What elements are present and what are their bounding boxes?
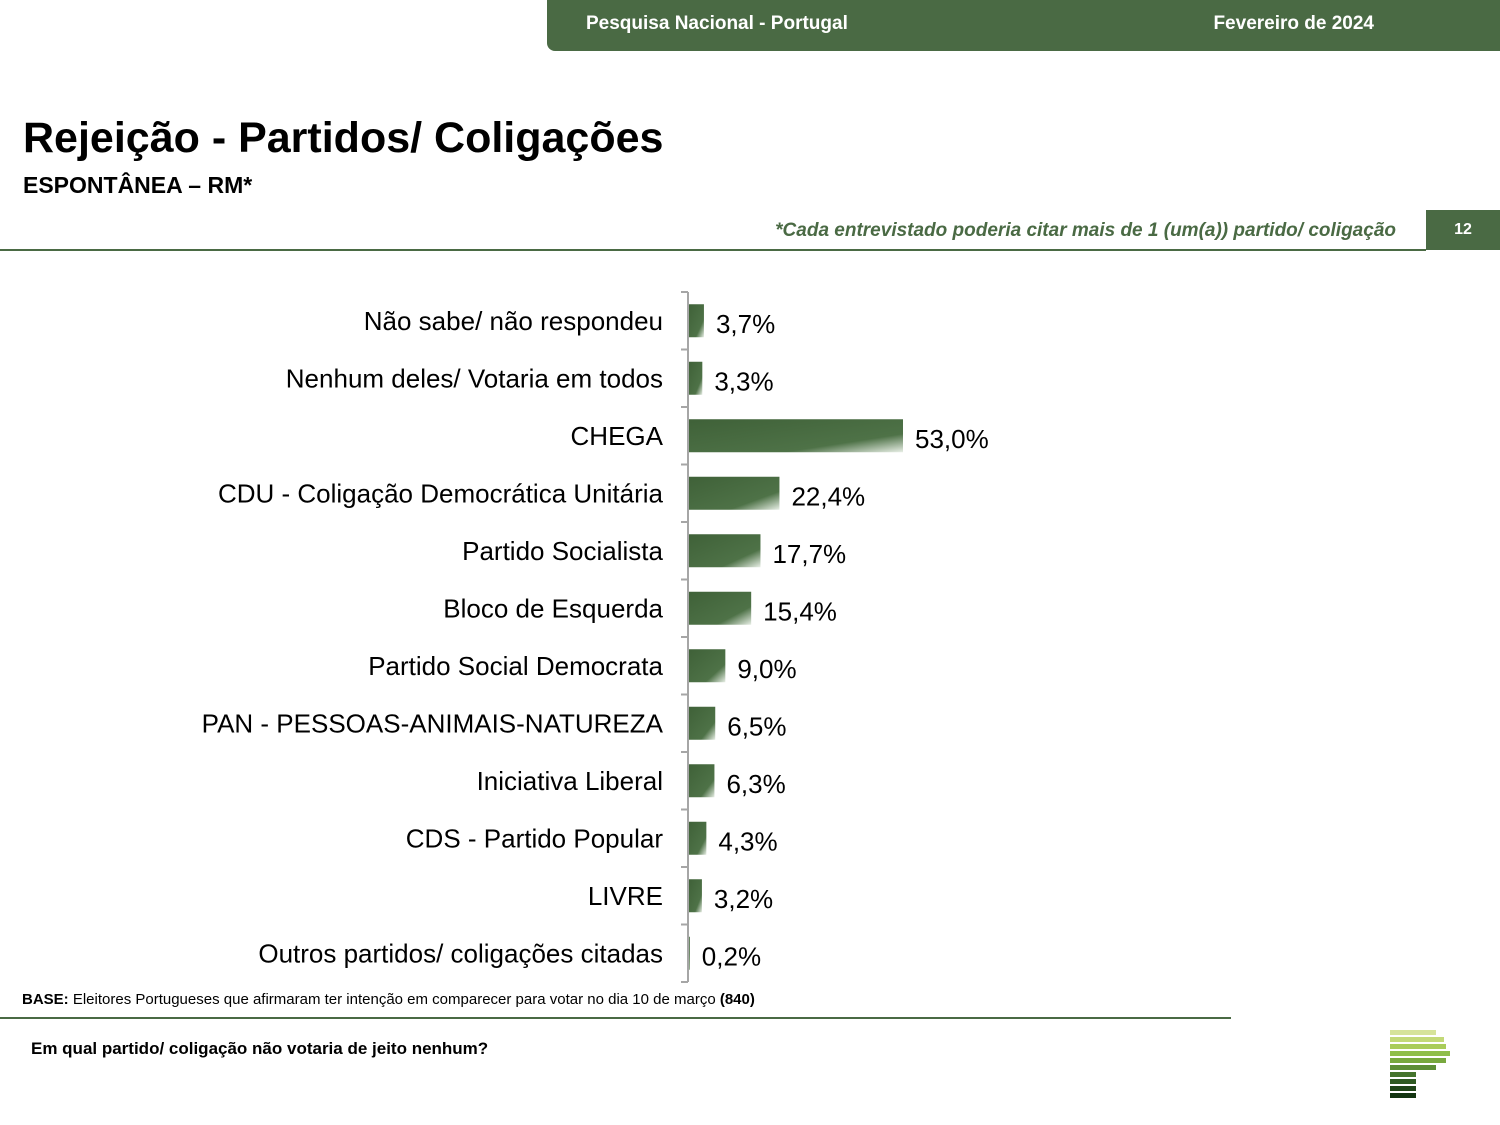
base-count: (840) [719,991,755,1008]
value-label: 6,5% [727,711,786,741]
bar [689,534,761,568]
category-label: Outros partidos/ coligações citadas [258,938,663,968]
bar [689,821,707,855]
category-label: Bloco de Esquerda [443,593,663,623]
base-label: BASE: [22,991,69,1008]
category-label: PAN - PESSOAS-ANIMAIS-NATUREZA [202,708,664,738]
category-label: Partido Socialista [462,536,663,566]
value-label: 6,3% [726,769,785,799]
bar [689,476,780,510]
bar [689,361,703,395]
survey-date: Fevereiro de 2024 [1213,13,1374,34]
bar [689,764,715,798]
bottom-divider [0,1017,1231,1019]
category-label: CHEGA [571,421,664,451]
bar [689,706,716,740]
category-label: CDU - Coligação Democrática Unitária [218,478,664,508]
survey-name: Pesquisa Nacional - Portugal [586,13,848,34]
value-label: 3,7% [716,309,775,339]
value-label: 4,3% [718,826,777,856]
base-text: Eleitores Portugueses que afirmaram ter … [68,991,720,1008]
value-label: 3,2% [714,884,773,914]
value-label: 17,7% [772,539,846,569]
bar [689,304,704,338]
value-label: 15,4% [763,596,837,626]
bar [689,591,752,625]
category-label: CDS - Partido Popular [406,823,664,853]
page-subtitle: ESPONTÂNEA – RM* [23,172,253,198]
bar [689,649,726,683]
category-label: Partido Social Democrata [368,651,663,681]
multiple-response-note: *Cada entrevistado poderia citar mais de… [775,220,1396,241]
top-divider [0,249,1426,251]
value-label: 53,0% [915,424,989,454]
category-label: Nenhum deles/ Votaria em todos [286,363,663,393]
category-label: Iniciativa Liberal [477,766,663,796]
survey-question: Em qual partido/ coligação não votaria d… [31,1039,489,1058]
bar [689,419,903,453]
header-bar: Pesquisa Nacional - Portugal Fevereiro d… [547,0,1500,51]
bar [689,936,690,970]
value-label: 22,4% [791,481,865,511]
base-note: BASE: Eleitores Portugueses que afirmara… [22,991,755,1008]
bar [689,879,702,913]
value-label: 0,2% [702,941,761,971]
page-number: 12 [1426,210,1500,250]
value-label: 3,3% [714,366,773,396]
company-logo-icon [1390,1030,1450,1098]
category-label: LIVRE [588,881,663,911]
category-label: Não sabe/ não respondeu [364,306,663,336]
page-title: Rejeição - Partidos/ Coligações [23,114,664,162]
value-label: 9,0% [737,654,796,684]
